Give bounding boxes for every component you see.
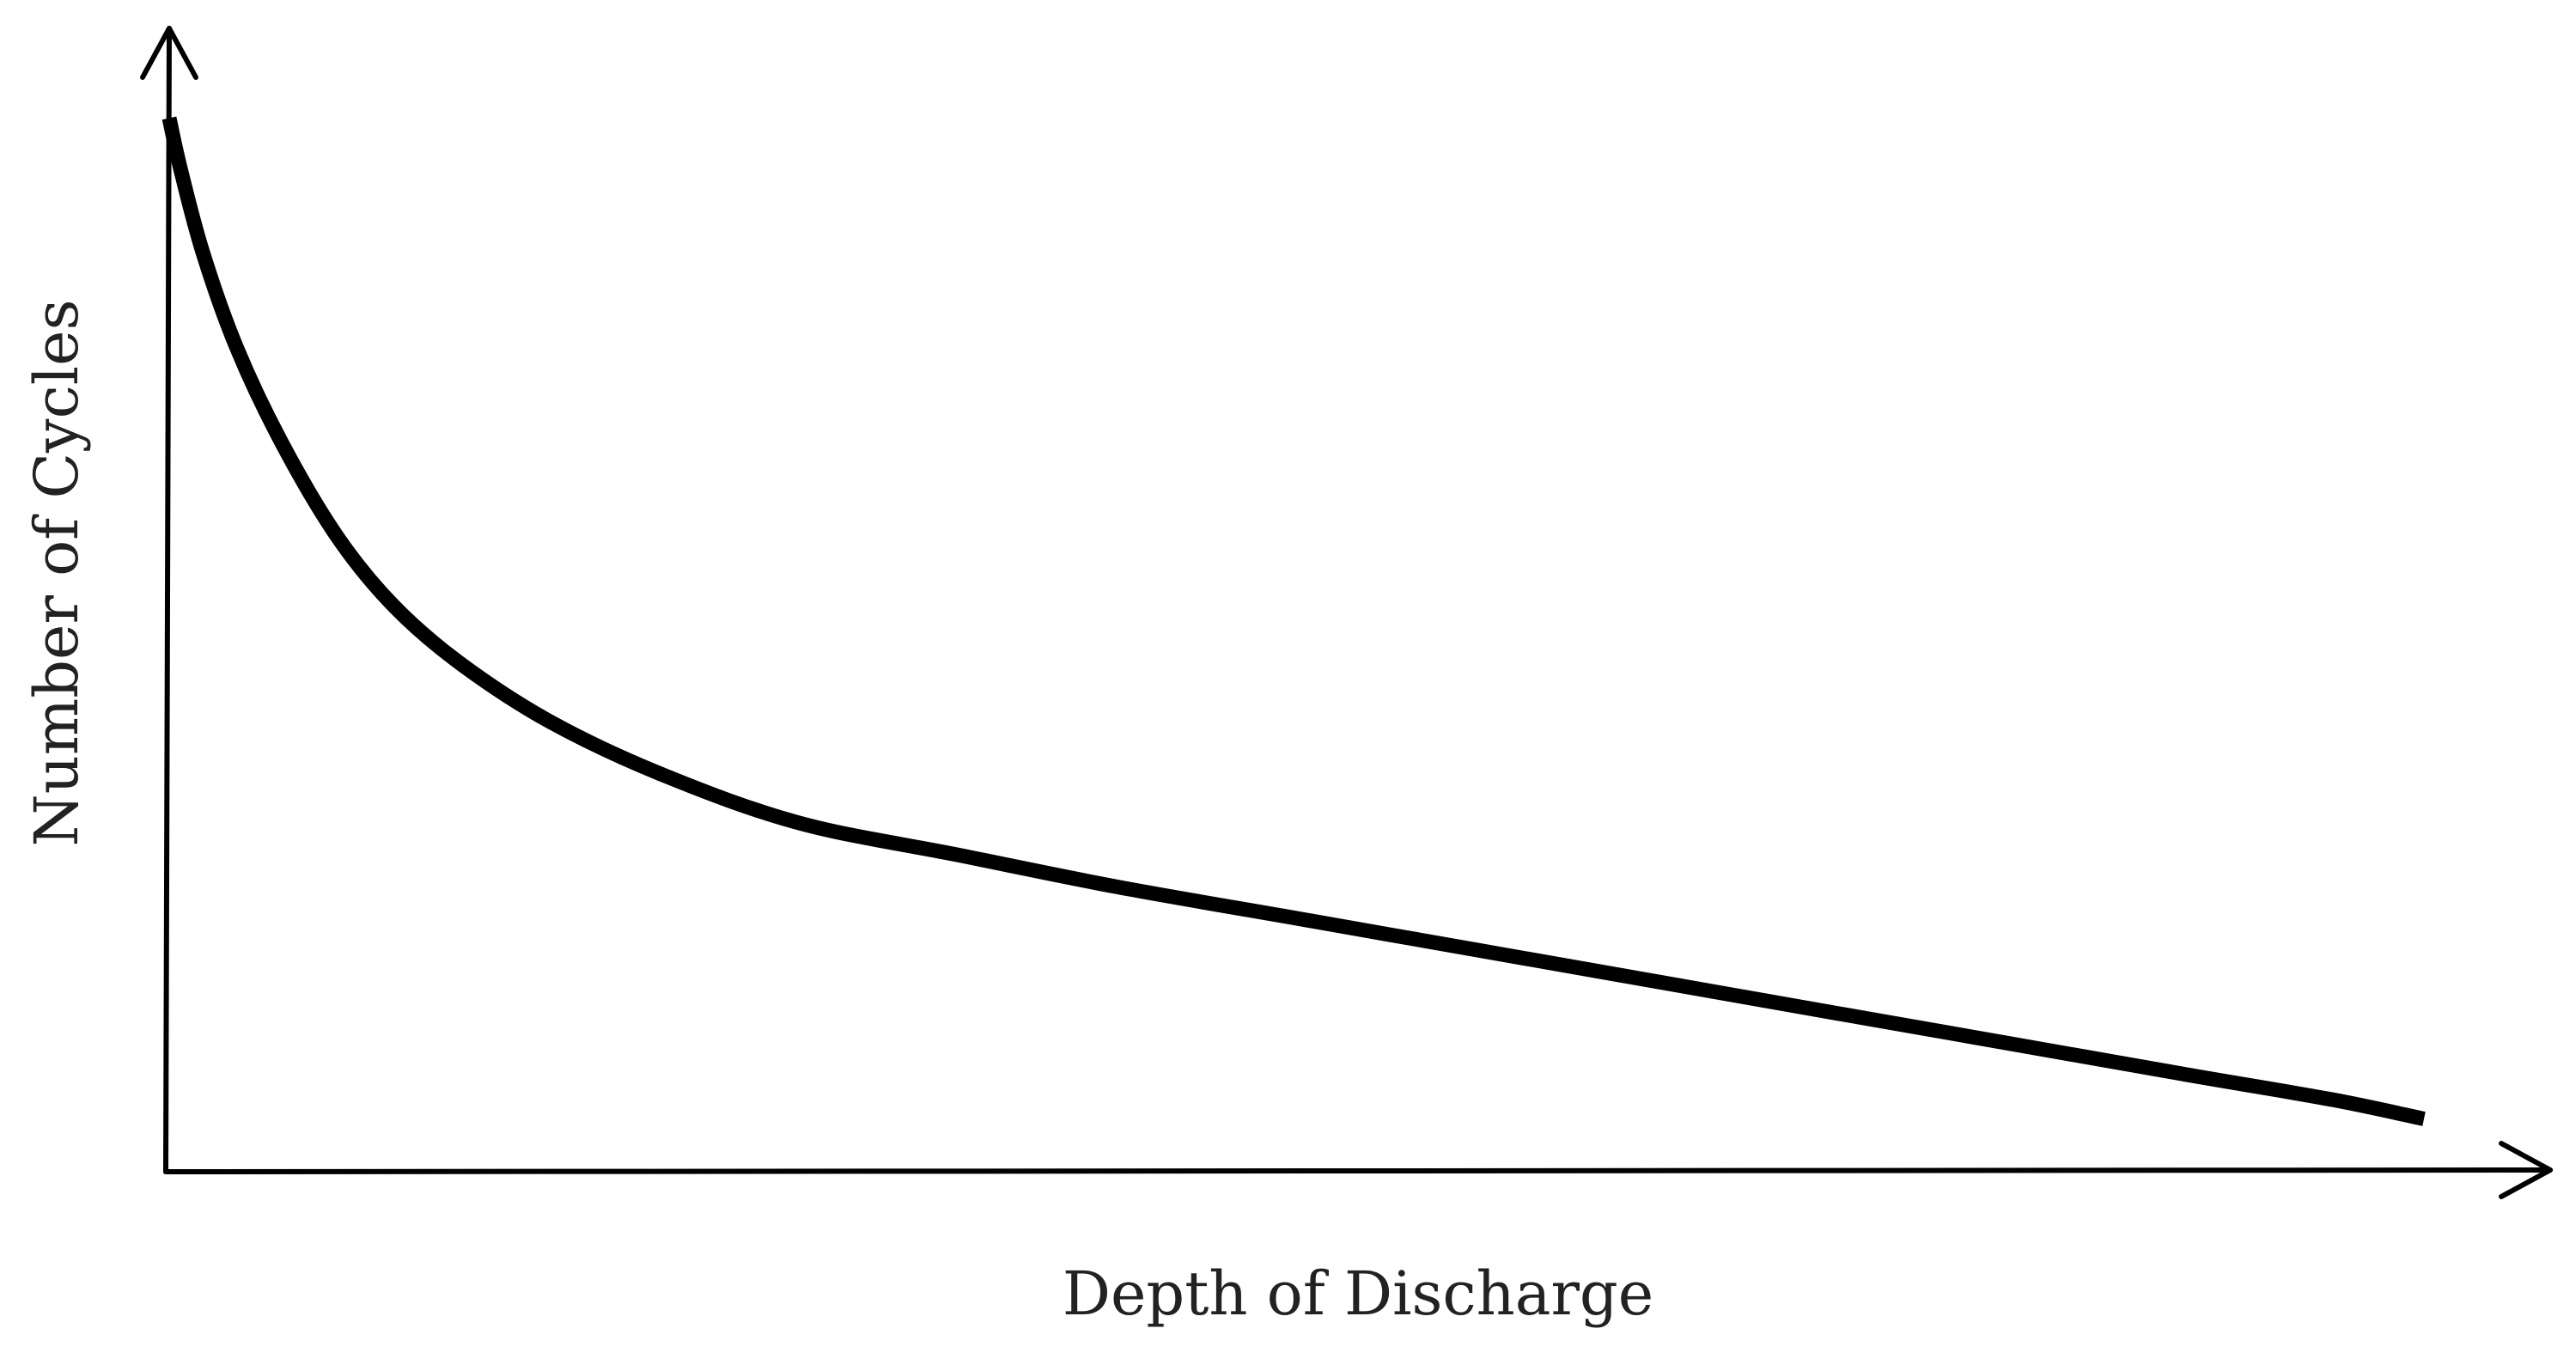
y-axis-line: [163, 26, 172, 1174]
x-axis-arrowhead: [2499, 1141, 2553, 1199]
y-axis-arrowhead: [140, 26, 198, 80]
y-axis: [140, 26, 198, 1174]
x-axis: [163, 1141, 2553, 1199]
x-axis-label: Depth of Discharge: [1063, 1258, 1653, 1329]
y-axis-label: Number of Cycles: [21, 299, 92, 846]
x-axis-line: [163, 1167, 2553, 1174]
series-line: [161, 116, 2426, 1126]
